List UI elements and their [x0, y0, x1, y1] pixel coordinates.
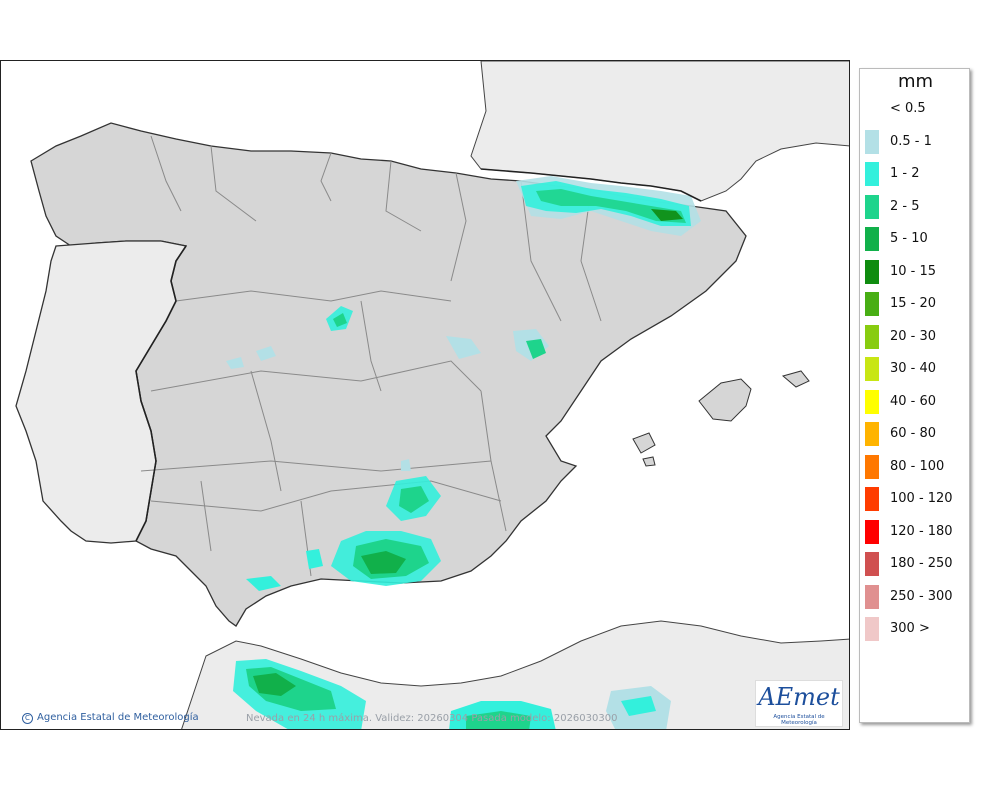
precipitation-areas: [226, 176, 701, 729]
legend-label: 30 - 40: [890, 361, 937, 376]
legend-item: 10 - 15: [860, 259, 971, 284]
aemet-logo-subtitle: Agencia Estatal de Meteorología: [773, 714, 825, 726]
legend-swatch: [865, 97, 879, 121]
legend-swatch: [865, 227, 879, 251]
menorca-island: [781, 370, 810, 388]
legend-label: 0.5 - 1: [890, 133, 932, 149]
legend-label: 10 - 15: [890, 263, 937, 279]
legend-item: 250 - 300: [860, 584, 971, 609]
legend-label: 20 - 30: [890, 328, 937, 344]
legend-swatch: [865, 259, 879, 284]
legend-swatch: [865, 454, 879, 479]
mallorca-island: [698, 378, 752, 422]
legend-swatch: [865, 162, 879, 186]
legend-item: 80 - 100: [860, 454, 971, 479]
legend-swatch: [865, 129, 879, 154]
copyright-label: C Agencia Estatal de Meteorología: [22, 712, 199, 724]
legend-item: 20 - 30: [860, 324, 971, 349]
legend-swatch: [865, 617, 879, 641]
legend-item: 1 - 2: [860, 162, 971, 186]
legend-swatch: [865, 552, 879, 576]
legend-item: 2 - 5: [860, 194, 971, 219]
legend-label: 1 - 2: [890, 166, 920, 181]
agency-name: Agencia Estatal de Meteorología: [37, 712, 199, 723]
formentera-island: [642, 456, 656, 467]
legend-item: 60 - 80: [860, 422, 971, 446]
legend-label: 300 >: [890, 621, 930, 636]
legend-item: 5 - 10: [860, 227, 971, 251]
legend-swatch: [865, 389, 879, 414]
legend-label: < 0.5: [890, 101, 926, 116]
legend-label: 60 - 80: [890, 426, 937, 441]
legend-label: 250 - 300: [890, 588, 953, 604]
national-borders: [135, 168, 702, 542]
legend-item: 0.5 - 1: [860, 129, 971, 154]
legend-label: 120 - 180: [890, 523, 953, 539]
ibiza-island: [632, 432, 656, 454]
legend-swatch: [865, 584, 879, 609]
legend-label: 100 - 120: [890, 491, 953, 506]
precipitation-map: [15, 61, 849, 729]
legend-swatch: [865, 519, 879, 544]
legend-title: mm: [897, 71, 934, 92]
legend-swatch: [865, 357, 879, 381]
legend-panel: mm < 0.5 0.5 - 1 1 - 2 2 - 5 5 - 10 10 - 15 15…: [859, 68, 970, 723]
legend-label: 180 - 250: [890, 556, 953, 571]
legend-swatch: [865, 487, 879, 511]
legend-label: 5 - 10: [890, 231, 928, 246]
aemet-logo: AEmet Agencia Estatal de Meteorología: [755, 680, 843, 727]
legend-item: 120 - 180: [860, 519, 971, 544]
legend-item: 30 - 40: [860, 357, 971, 381]
legend-swatch: [865, 292, 879, 316]
legend-label: 40 - 60: [890, 393, 937, 409]
map-frame: [0, 60, 850, 730]
legend-label: 80 - 100: [890, 458, 945, 474]
aemet-logo-text: AEmet: [758, 683, 840, 711]
legend-label: 2 - 5: [890, 198, 920, 214]
copyright-icon: C: [22, 713, 33, 724]
legend-item: 180 - 250: [860, 552, 971, 576]
legend-item: 300 >: [860, 617, 971, 641]
legend-swatch: [865, 194, 879, 219]
legend-item: < 0.5: [860, 97, 971, 121]
legend-label: 15 - 20: [890, 296, 937, 311]
legend-item: 40 - 60: [860, 389, 971, 414]
legend-swatch: [865, 422, 879, 446]
legend-item: 15 - 20: [860, 292, 971, 316]
legend-item: 100 - 120: [860, 487, 971, 511]
legend-swatch: [865, 324, 879, 349]
regional-borders: [140, 135, 602, 577]
map-caption: Nevada en 24 h máxima. Validez: 20260304…: [246, 713, 618, 724]
